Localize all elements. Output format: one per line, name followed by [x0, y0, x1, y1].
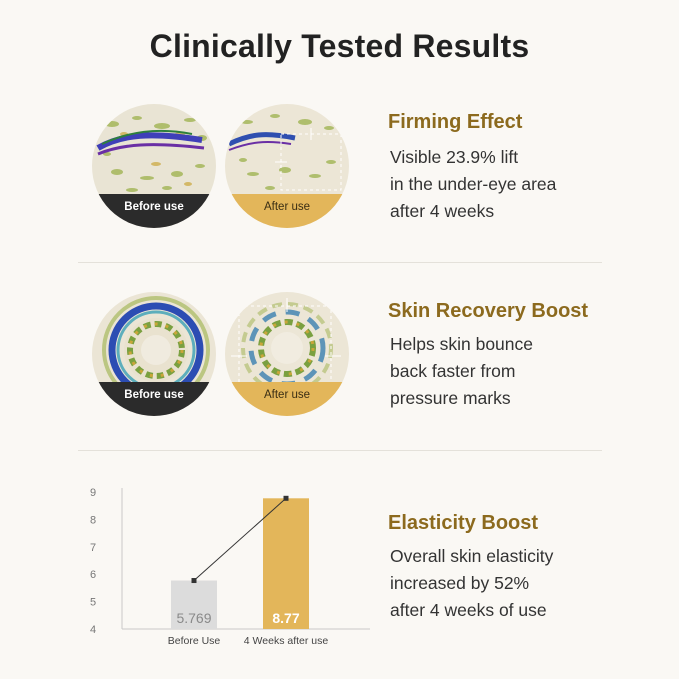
description-line: in the under-eye area [390, 174, 557, 194]
description-line: pressure marks [390, 388, 511, 408]
trend-point [283, 495, 289, 501]
x-tick-label: Before Use [168, 635, 221, 647]
bar [263, 498, 309, 629]
section-heading: Elasticity Boost [388, 512, 539, 534]
trend-point [191, 578, 197, 584]
y-tick-label: 9 [90, 487, 96, 499]
after-image-recovery: After use [225, 292, 349, 416]
before-caption: Before use [92, 382, 216, 416]
section-description: Helps skin bounce back faster from press… [390, 331, 533, 412]
section-heading: Firming Effect [388, 111, 523, 133]
before-image-firming: Before use [92, 104, 216, 228]
y-tick-label: 4 [90, 624, 96, 636]
section-divider [78, 450, 602, 451]
description-line: Visible 23.9% lift [390, 147, 519, 167]
after-caption: After use [225, 382, 349, 416]
section-description: Overall skin elasticity increased by 52%… [390, 543, 553, 624]
before-caption: Before use [92, 194, 216, 228]
x-tick-label: 4 Weeks after use [244, 635, 329, 647]
description-line: Helps skin bounce [390, 334, 533, 354]
y-tick-label: 5 [90, 597, 96, 609]
page-title: Clinically Tested Results [149, 28, 530, 64]
bar-value-label: 8.77 [272, 610, 299, 626]
y-tick-label: 7 [90, 542, 96, 554]
description-line: after 4 weeks [390, 201, 495, 221]
y-tick-label: 8 [90, 514, 96, 526]
after-image-firming: After use [225, 104, 349, 228]
description-line: Overall skin elasticity [390, 546, 554, 566]
trend-line [193, 497, 287, 581]
description-line: back faster from [390, 361, 516, 381]
elasticity-chart: 4 5 6 7 8 9 5.769 Before Use 8.77 4 Weeks after u… [90, 487, 370, 647]
section-description: Visible 23.9% lift in the under-eye area… [390, 144, 556, 225]
section-heading: Skin Recovery Boost [388, 300, 589, 322]
y-tick-label: 6 [90, 569, 96, 581]
before-image-recovery: Before use [92, 292, 216, 416]
bar [171, 580, 217, 629]
section-divider [78, 262, 602, 263]
bar-value-label: 5.769 [176, 610, 211, 626]
after-caption: After use [225, 194, 349, 228]
description-line: after 4 weeks of use [390, 600, 547, 620]
description-line: increased by 52% [390, 573, 530, 593]
